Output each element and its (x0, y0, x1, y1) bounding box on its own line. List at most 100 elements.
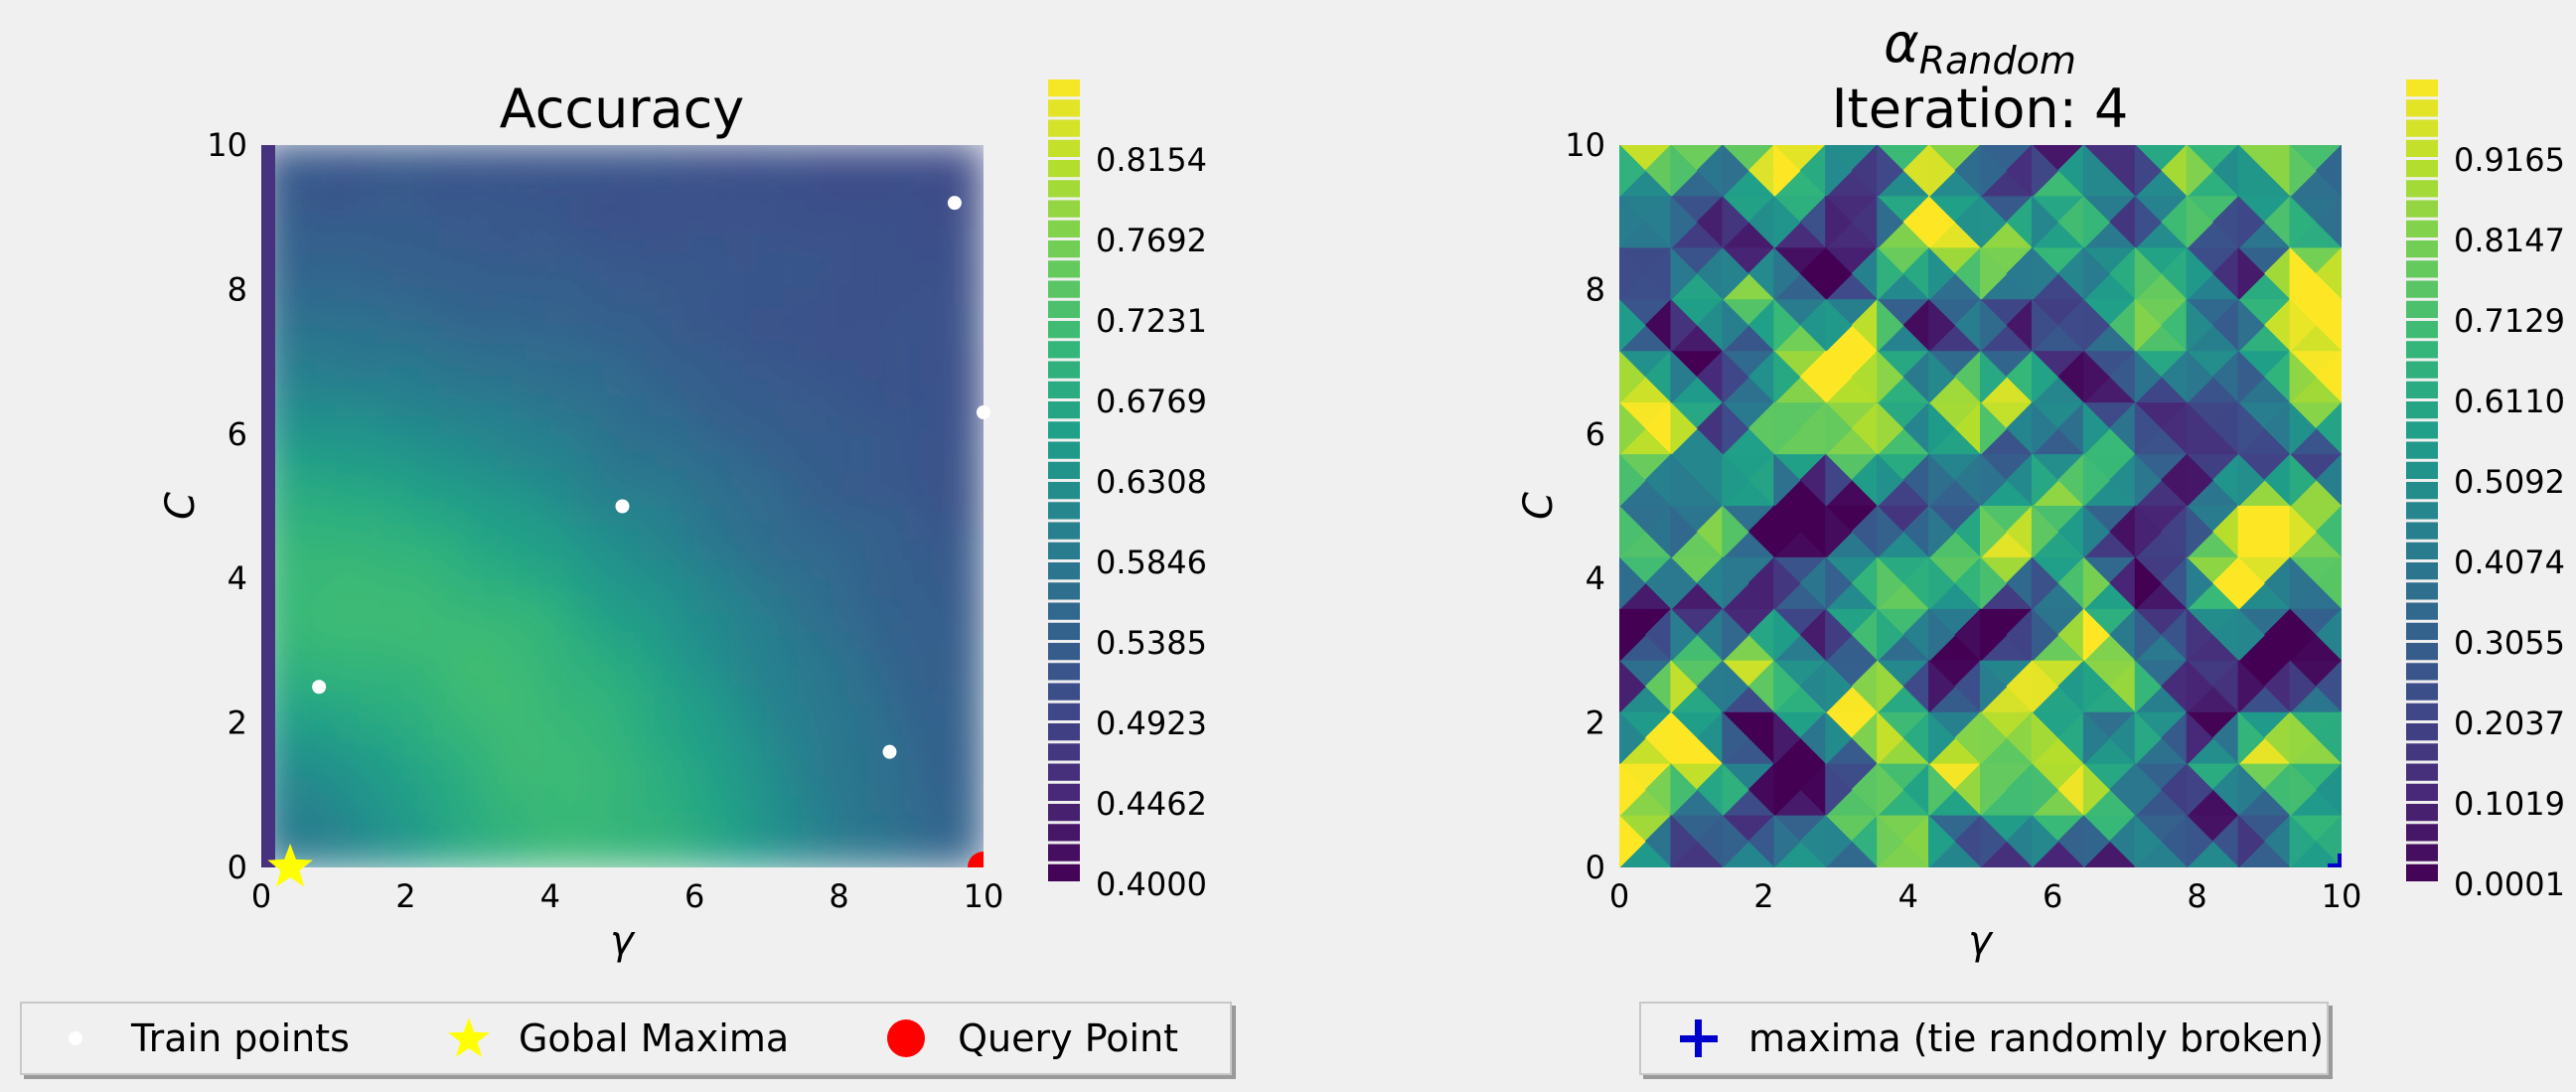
accuracy-heat-cell (513, 595, 533, 616)
acquisition-ytick-label: 8 (1586, 270, 1605, 308)
accuracy-heat-cell (856, 307, 876, 327)
acquisition-xtick-label: 8 (2187, 877, 2206, 915)
accuracy-heat-cell (495, 686, 515, 705)
accuracy-heat-cell (748, 433, 768, 453)
acquisition-heat-cell (1773, 453, 1801, 508)
accuracy-heat-cell (495, 668, 515, 688)
accuracy-heat-cell (495, 343, 515, 363)
accuracy-colorbar-segment (1048, 321, 1080, 339)
accuracy-heat-cell (693, 433, 713, 453)
accuracy-colorbar-label: 0.4000 (1096, 865, 1207, 903)
accuracy-heat-cell (531, 577, 551, 597)
accuracy-heat-cell (965, 234, 984, 254)
accuracy-heat-cell (874, 145, 894, 164)
accuracy-heat-cell (856, 234, 876, 254)
accuracy-heat-cell (874, 559, 894, 579)
acquisition-heat-cell (1980, 298, 2008, 353)
accuracy-heat-cell (603, 270, 623, 290)
legend-item-query-point: Query Point (878, 1014, 1178, 1063)
accuracy-heat-cell (351, 252, 371, 272)
accuracy-heat-cell (585, 614, 605, 634)
acquisition-heat-cell (2289, 246, 2317, 301)
accuracy-heat-cell (567, 162, 587, 182)
accuracy-heat-cell (513, 668, 533, 688)
accuracy-heat-cell (459, 145, 479, 164)
accuracy-heat-cell (910, 668, 930, 688)
accuracy-heat-cell (296, 668, 317, 688)
accuracy-heat-cell (477, 632, 497, 652)
accuracy-heat-cell (947, 288, 967, 309)
accuracy-heat-cell (658, 361, 678, 381)
accuracy-heat-cell (802, 614, 822, 634)
accuracy-heat-cell (296, 433, 317, 453)
accuracy-heat-cell (495, 234, 515, 254)
accuracy-heat-cell (622, 577, 642, 597)
accuracy-heat-cell (947, 686, 967, 705)
accuracy-heat-cell (748, 740, 768, 760)
acquisition-heat-cell (2237, 246, 2265, 301)
accuracy-heat-cell (622, 234, 642, 254)
accuracy-heat-cell (622, 632, 642, 652)
acquisition-colorbar-label: 0.3055 (2454, 624, 2565, 662)
accuracy-legend: Train points Gobal Maxima Query Point (20, 1002, 1232, 1075)
accuracy-heat-cell (928, 217, 949, 236)
accuracy-heat-cell (278, 668, 298, 688)
accuracy-heat-cell (549, 703, 569, 724)
accuracy-heat-cell (730, 270, 750, 290)
accuracy-heat-cell (333, 703, 353, 724)
accuracy-heat-cell (820, 614, 840, 634)
accuracy-heat-cell (585, 415, 605, 435)
accuracy-heat-cell (856, 162, 876, 182)
accuracy-heat-cell (838, 433, 858, 453)
accuracy-heat-cell (748, 145, 768, 164)
accuracy-heat-cell (423, 776, 443, 796)
acquisition-heat-cell (2186, 350, 2213, 404)
accuracy-heat-cell (748, 812, 768, 833)
accuracy-heat-cell (820, 234, 840, 254)
accuracy-heat-cell (477, 396, 497, 417)
accuracy-heat-cell (278, 396, 298, 417)
acquisition-heat-cell (1722, 350, 1749, 404)
accuracy-colorbar-segment (1048, 844, 1080, 861)
acquisition-heat-cell (2186, 814, 2213, 867)
accuracy-heat-cell (351, 180, 371, 201)
accuracy-heat-cell (766, 650, 786, 670)
accuracy-colorbar-segment (1048, 421, 1080, 439)
accuracy-heat-cell (603, 199, 623, 219)
accuracy-heat-cell (784, 849, 804, 867)
accuracy-heat-cell (820, 217, 840, 236)
accuracy-heat-cell (693, 703, 713, 724)
accuracy-heat-cell (856, 776, 876, 796)
accuracy-heat-cell (549, 325, 569, 345)
accuracy-heat-cell (567, 794, 587, 814)
accuracy-heat-cell (874, 650, 894, 670)
accuracy-heat-cell (531, 433, 551, 453)
accuracy-heat-cell (730, 577, 750, 597)
acquisition-colorbar-segment (2406, 441, 2438, 459)
accuracy-colorbar-segment (1048, 119, 1080, 137)
accuracy-heat-cell (748, 487, 768, 507)
accuracy-heat-cell (585, 703, 605, 724)
accuracy-heat-cell (802, 577, 822, 597)
accuracy-heat-cell (567, 325, 587, 345)
accuracy-heat-cell (278, 577, 298, 597)
accuracy-heat-cell (296, 794, 317, 814)
accuracy-heat-cell (658, 396, 678, 417)
accuracy-heat-cell (676, 577, 695, 597)
accuracy-heat-cell (892, 542, 912, 561)
accuracy-ytick-label: 0 (227, 849, 247, 886)
accuracy-heat-cell (567, 758, 587, 778)
accuracy-heat-cell (856, 361, 876, 381)
accuracy-xtick-label: 6 (684, 877, 704, 915)
accuracy-heat-cell (603, 415, 623, 435)
accuracy-heat-cell (477, 595, 497, 616)
accuracy-heat-cell (513, 614, 533, 634)
acquisition-heat-cell (2237, 401, 2265, 456)
accuracy-heat-cell (730, 686, 750, 705)
accuracy-heat-cell (278, 722, 298, 742)
accuracy-heat-cell (856, 180, 876, 201)
accuracy-heat-cell (711, 199, 732, 219)
accuracy-heat-cell (278, 325, 298, 345)
accuracy-heat-cell (928, 415, 949, 435)
accuracy-heat-cell (766, 469, 786, 489)
